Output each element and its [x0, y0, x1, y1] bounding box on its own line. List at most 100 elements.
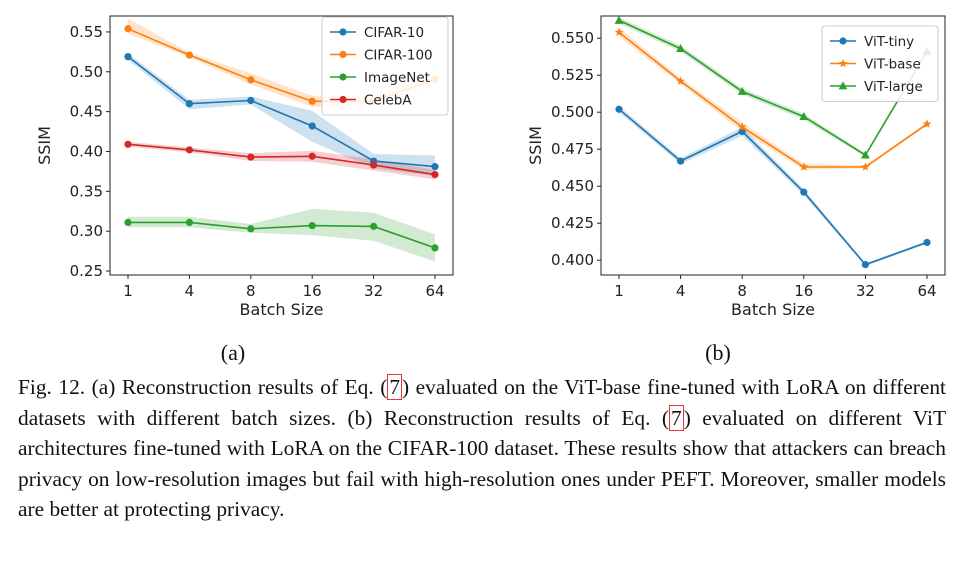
data-point-vit-large [676, 43, 685, 52]
y-tick-label: 0.30 [70, 222, 103, 240]
data-point-cifar-10 [431, 163, 439, 171]
legend-label-cifar-100: CIFAR-100 [364, 48, 433, 64]
band-imagenet [128, 208, 435, 262]
legend-label-celeba: CelebA [364, 93, 412, 109]
data-point-vit-base [676, 76, 685, 85]
equation-ref-link-1[interactable]: 7 [387, 374, 403, 400]
data-point-vit-tiny [923, 238, 931, 247]
data-point-vit-large [614, 15, 624, 24]
data-point-celeba [308, 152, 316, 160]
x-tick-label: 16 [303, 282, 322, 300]
series-line-vit-large [618, 19, 928, 157]
legend-swatch-marker [339, 95, 347, 104]
x-tick-label: 16 [794, 282, 813, 300]
legend-label-vit-base: ViT-base [864, 57, 921, 73]
series-line-vit-base [618, 31, 928, 168]
data-point-cifar-100 [124, 25, 132, 33]
y-tick-label: 0.500 [551, 103, 594, 121]
data-point-vit-large [799, 112, 809, 121]
data-point-cifar-10 [308, 122, 316, 130]
x-axis-label: Batch Size [240, 300, 324, 319]
data-point-celeba [370, 161, 378, 169]
data-point-imagenet [431, 244, 439, 252]
legend-swatch-marker [838, 81, 848, 90]
data-point-celeba [247, 153, 255, 161]
y-tick-label: 0.550 [551, 29, 594, 47]
x-tick-label: 8 [246, 282, 256, 300]
y-tick-label: 0.400 [551, 251, 594, 269]
data-point-celeba [431, 170, 439, 179]
data-point-vit-base [922, 119, 932, 128]
data-point-imagenet [308, 221, 316, 230]
caption-part-1: Fig. 12. (a) Reconstruction results of E… [18, 375, 388, 399]
series-line-vit-tiny [618, 108, 928, 266]
y-tick-label: 0.525 [551, 66, 594, 84]
y-tick-label: 0.425 [551, 214, 594, 232]
y-axis-label: SSIM [35, 126, 54, 165]
x-tick-label: 64 [917, 282, 936, 300]
y-tick-label: 0.55 [70, 23, 103, 41]
x-tick-label: 4 [676, 282, 686, 300]
data-point-imagenet [370, 222, 378, 230]
y-tick-label: 0.45 [70, 103, 103, 121]
legend-swatch-marker [838, 58, 848, 68]
legend-box [321, 16, 449, 116]
legend-box [821, 25, 939, 102]
plot-frame [600, 15, 946, 276]
subfigure-label-b: (b) [705, 340, 731, 365]
y-axis-label: SSIM [526, 126, 545, 165]
data-point-imagenet [247, 225, 255, 233]
data-point-vit-tiny [861, 261, 870, 269]
chart-a: 1 4 8 16 32 64 0.25 0.30 0.35 0.40 0.45 0.50 0.55 Bat… [35, 15, 454, 319]
y-tick-label: 0.25 [70, 262, 103, 280]
legend-swatch-marker [339, 73, 347, 81]
legend-swatch-marker [339, 50, 347, 59]
data-point-vit-large [861, 150, 870, 159]
legend-swatch-marker [839, 37, 847, 45]
data-point-cifar-100 [247, 76, 255, 84]
figure-caption: Fig. 12. (a) Reconstruction results of E… [18, 372, 946, 525]
data-point-vit-tiny [615, 105, 623, 113]
y-tick-label: 0.450 [551, 177, 594, 195]
x-tick-label: 1 [123, 282, 133, 300]
x-axis-label: Batch Size [731, 300, 815, 319]
data-point-vit-base [861, 162, 870, 171]
band-cifar-100 [128, 18, 435, 107]
x-tick-label: 8 [737, 282, 747, 300]
data-point-vit-base [737, 122, 747, 131]
x-tick-label: 32 [856, 282, 875, 300]
caption-part-3: ) evaluated on different ViT architectur… [18, 405, 947, 522]
x-tick-label: 32 [364, 282, 383, 300]
data-point-vit-tiny [800, 188, 808, 196]
legend-label-cifar-10: CIFAR-10 [364, 25, 424, 41]
band-cifar-10 [128, 53, 435, 177]
data-point-celeba [185, 146, 193, 154]
data-point-vit-base [799, 162, 809, 171]
equation-ref-link-2[interactable]: 7 [669, 404, 684, 431]
plot-frame [109, 15, 454, 276]
data-point-cifar-10 [185, 100, 193, 108]
series-line-celeba [127, 143, 436, 176]
data-point-imagenet [185, 218, 193, 227]
data-point-cifar-100 [185, 51, 193, 59]
caption-part-2: ) evaluated on the ViT-base fine-tuned w… [18, 375, 946, 430]
data-point-imagenet [124, 218, 132, 227]
y-tick-label: 0.35 [70, 182, 103, 200]
data-point-vit-large [737, 86, 747, 95]
x-tick-label: 4 [185, 282, 195, 300]
x-tick-label: 1 [614, 282, 624, 300]
data-point-celeba [124, 140, 132, 148]
data-point-cifar-100 [308, 97, 316, 105]
y-tick-label: 0.50 [70, 63, 103, 81]
series-line-imagenet [128, 221, 436, 249]
subfigure-label-a: (a) [221, 340, 245, 365]
x-tick-label: 64 [425, 282, 444, 300]
data-point-vit-tiny [677, 157, 685, 165]
chart-b: 1 4 8 16 32 64 0.400 0.425 0.450 0.475 0.500 0.525 0… [526, 15, 946, 319]
data-point-vit-base [614, 27, 624, 36]
y-tick-label: 0.40 [70, 142, 103, 160]
legend-label-vit-large: ViT-large [864, 79, 923, 95]
legend-label-vit-tiny: ViT-tiny [864, 34, 914, 50]
y-tick-label: 0.475 [551, 140, 594, 158]
